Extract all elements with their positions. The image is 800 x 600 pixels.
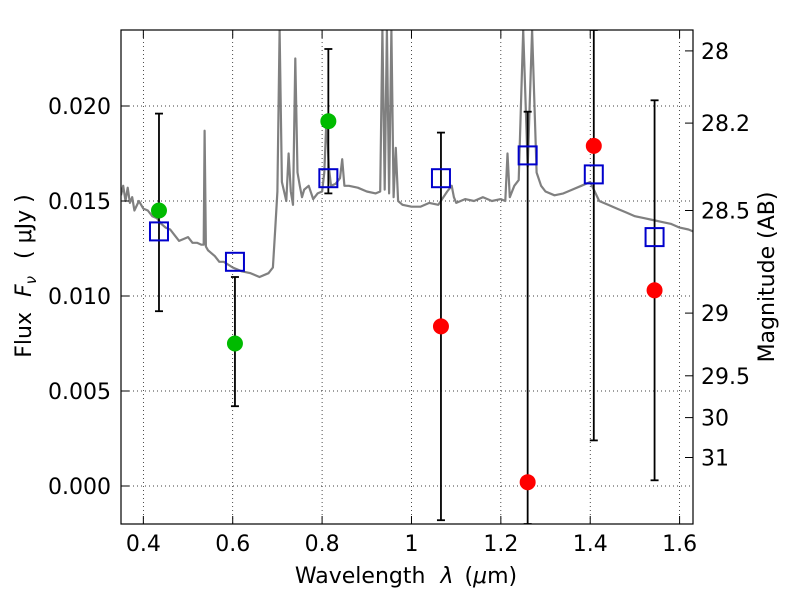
right-axis-label: Magnitude (AB) <box>755 192 780 363</box>
x-tick-label: 0.6 <box>215 532 250 557</box>
y2-tick-label: 28 <box>701 40 729 65</box>
nondetected-point <box>646 282 663 299</box>
detected-point <box>226 335 243 352</box>
y2-tick-label: 29.5 <box>701 365 750 390</box>
detected-point <box>320 113 337 130</box>
y-axis-label-unit: ( μJy ) <box>12 194 37 259</box>
plot-area <box>121 30 693 524</box>
y-axis-label: Flux Fν ( μJy ) <box>12 194 42 357</box>
axis-ticks: 0.4 0.6 0.8 1 1.2 1.4 1.6 0.000 0.005 0.010 0.015 0… <box>48 30 750 557</box>
x-tick-label: 0.8 <box>305 532 340 557</box>
nondetected-point <box>519 474 536 491</box>
sed-model-line <box>121 30 693 279</box>
y-axis-label-sub: ν <box>22 276 40 284</box>
y-tick-label: 0.010 <box>48 285 111 310</box>
x-axis-label: Wavelength λ (μm) <box>295 564 517 589</box>
x-axis-label-unit-open: ( <box>464 564 473 589</box>
y2-tick-label: 28.2 <box>701 112 750 137</box>
y-tick-label: 0.015 <box>48 190 111 215</box>
y2-tick-label: 30 <box>701 407 729 432</box>
x-tick-label: 1.4 <box>573 532 608 557</box>
y-tick-label: 0.020 <box>48 95 111 120</box>
x-tick-label: 1.2 <box>483 532 518 557</box>
model-photometry-square <box>318 168 339 189</box>
model-photometry-square <box>224 251 245 272</box>
y2-tick-label: 28.5 <box>701 200 750 225</box>
nondetected-point <box>432 318 449 335</box>
model-photometry-square <box>148 221 169 242</box>
x-tick-label: 1.6 <box>662 532 697 557</box>
model-photometry-square <box>517 145 538 166</box>
x-axis-label-unit-mu: μ <box>472 564 487 589</box>
y2-tick-label: 31 <box>701 447 729 472</box>
y-tick-label: 0.000 <box>48 475 111 500</box>
nondetected-point <box>585 137 602 154</box>
y2-tick-label: 29 <box>701 302 729 327</box>
y-axis-label-symbol: F <box>12 284 37 297</box>
x-tick-label: 0.4 <box>126 532 161 557</box>
model-photometry-square <box>644 227 665 248</box>
model-photometry-square <box>583 164 604 185</box>
grid <box>121 30 693 524</box>
plot-frame <box>120 29 694 525</box>
y-axis-label-prefix: Flux <box>12 312 37 358</box>
y-tick-label: 0.005 <box>48 380 111 405</box>
model-photometry-square <box>430 168 451 189</box>
x-axis-label-prefix: Wavelength <box>295 564 426 589</box>
x-axis-label-unit-rest: m) <box>487 564 517 589</box>
detected-point <box>150 202 167 219</box>
x-axis-label-symbol: λ <box>439 564 453 589</box>
x-tick-label: 1 <box>404 532 418 557</box>
